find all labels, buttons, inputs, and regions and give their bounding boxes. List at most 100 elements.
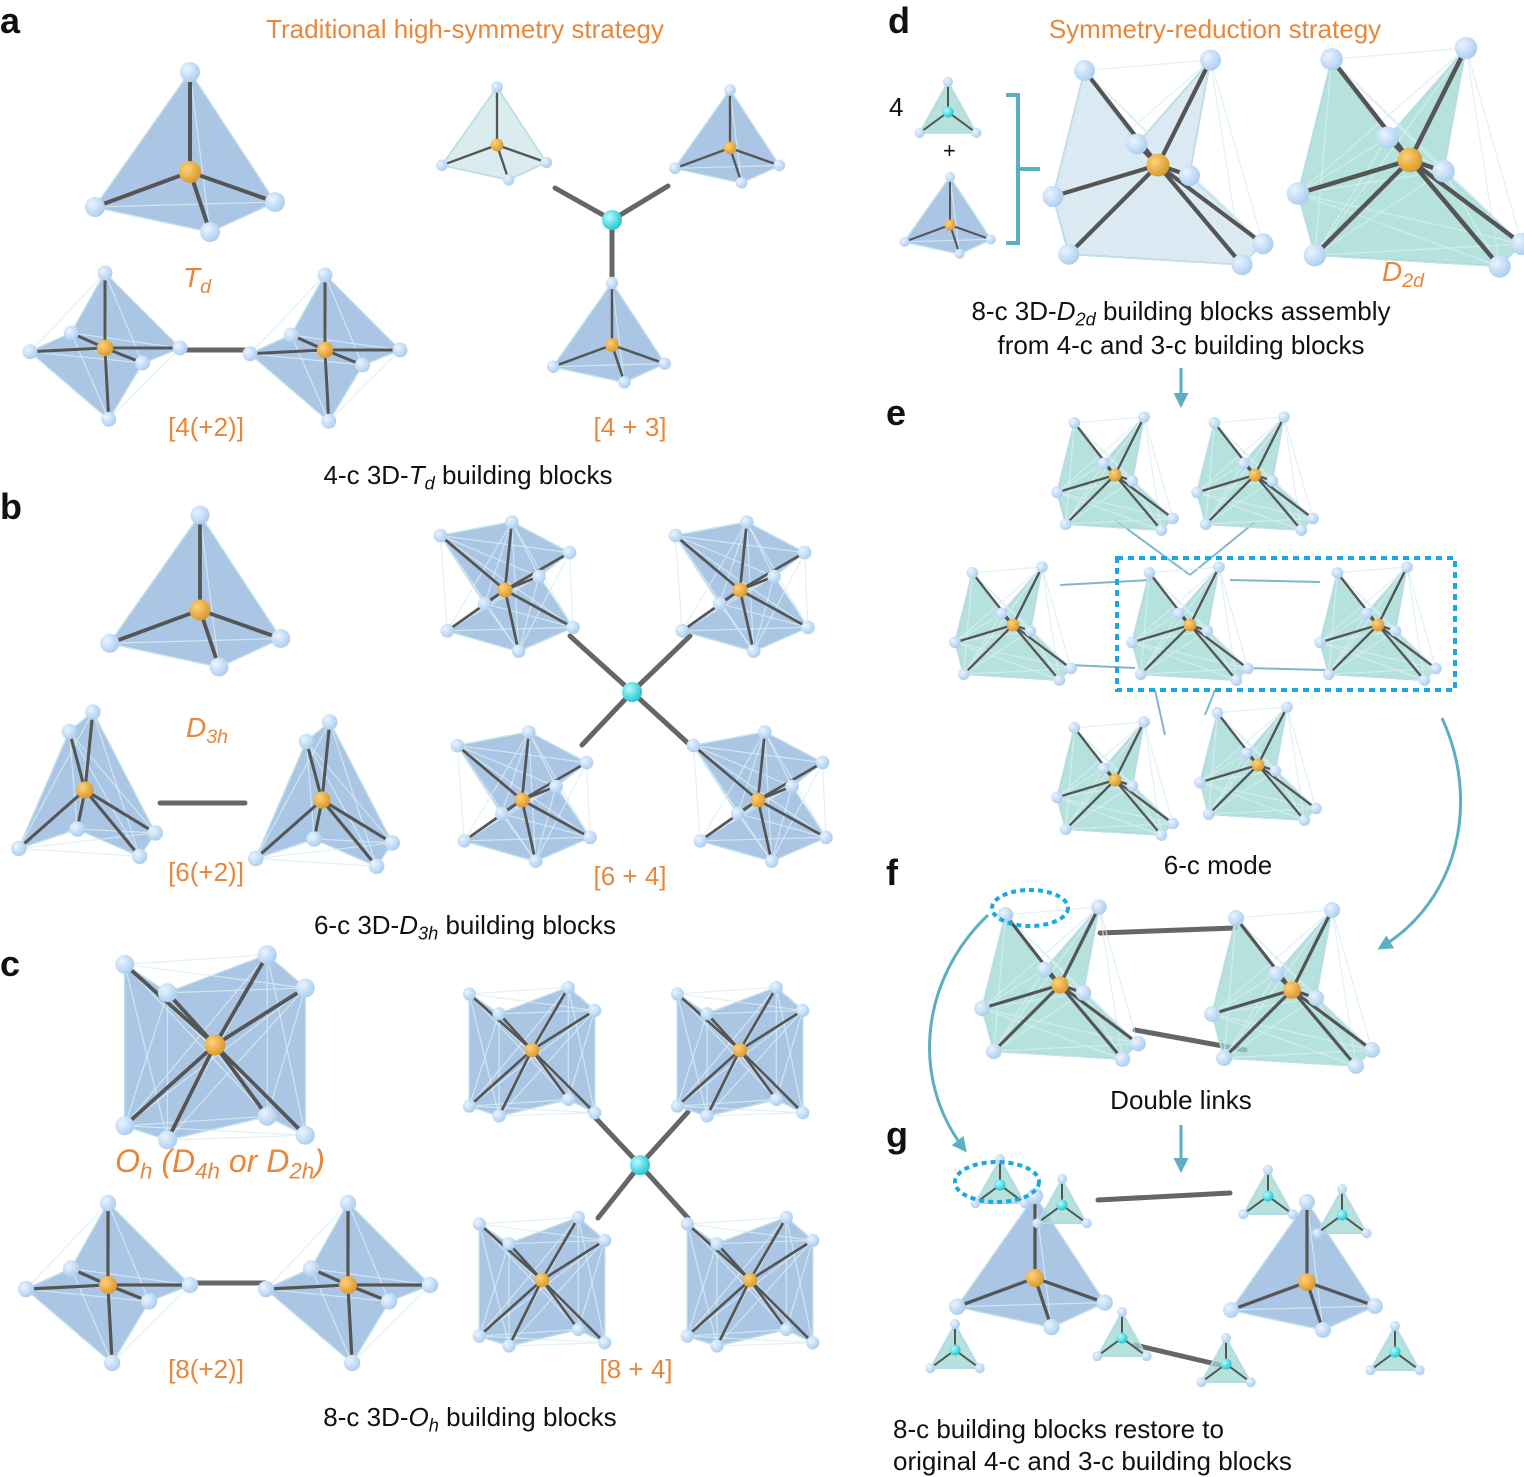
c-84-block-edge	[469, 986, 569, 995]
a-43-block-polyhedron	[551, 281, 666, 383]
a-42-block-edge	[29, 351, 143, 364]
e-block-edge	[1056, 462, 1104, 493]
e-block-edge	[963, 613, 1002, 675]
f-block-edge	[1223, 909, 1333, 1059]
b-64-block-edge	[457, 731, 529, 747]
b-64-block-spoke	[439, 534, 506, 592]
label-6-4: [6 + 4]	[593, 861, 667, 891]
a-43-block-edge	[508, 161, 547, 181]
a-43-block-edge	[624, 363, 665, 383]
e-block-center-atom	[1371, 618, 1385, 632]
e-block-vertex-atom	[1201, 625, 1214, 637]
a-43-block-edge	[552, 366, 625, 383]
e-block-edge	[1196, 491, 1302, 531]
d-assembled-block-vertex-atom	[1042, 186, 1064, 207]
b-64-block-edge	[538, 576, 574, 628]
caption-b: 6-c 3D-D3h building blocks	[313, 910, 617, 944]
d-assembled-block-vertex-atom	[1126, 133, 1148, 155]
b-64-block-vertex-atom	[505, 515, 519, 529]
e-block-vertex-atom	[1024, 625, 1037, 637]
b-d3h-block-polyhedron	[108, 513, 282, 668]
c-84-block-edge	[716, 1342, 813, 1347]
c-84-block-spoke	[478, 1279, 543, 1338]
c-84-block-vertex-atom	[462, 1099, 476, 1113]
g-3c-block-edge	[999, 1158, 1026, 1204]
c-82-block-edge	[265, 1288, 353, 1364]
g-3c-block-vertex-atom	[1337, 1184, 1347, 1194]
e-block-edge	[954, 572, 973, 643]
c-oh-block-vertex-atom	[257, 1106, 277, 1126]
d-assembled-block-edge	[1052, 70, 1086, 197]
f-block-edge	[1098, 906, 1123, 1060]
e-block-spoke	[1199, 763, 1259, 784]
b-64-block-edge	[771, 836, 827, 862]
b-64-block-edge	[463, 785, 557, 842]
b-64-block-edge	[693, 745, 793, 787]
f-block-spoke	[1290, 909, 1334, 991]
a-43-block-edge	[611, 282, 666, 364]
d-assembled-block-edge	[1188, 59, 1212, 176]
c-84-block-edge	[479, 1223, 605, 1241]
f-block-vertex-atom	[1036, 961, 1053, 978]
g-3c-block-vertex-atom	[1312, 1228, 1323, 1239]
e-block-edge	[1065, 416, 1145, 525]
f-block-vertex-atom	[1348, 1058, 1364, 1074]
b-64-block-spoke	[504, 588, 574, 629]
b-64-block-edge	[464, 836, 591, 842]
b-64-block-vertex-atom	[740, 515, 754, 529]
b-64-block-vertex-atom	[532, 569, 546, 584]
g-3c-block-vertex-atom	[1245, 1377, 1256, 1388]
a-td-block-spoke	[94, 170, 191, 209]
g-3c-block-vertex-atom	[1092, 1351, 1103, 1362]
e-block-edge	[1041, 566, 1072, 669]
d-d2d-block-vertex-atom	[1488, 255, 1511, 278]
c-84-block-spoke	[738, 986, 778, 1051]
f-block-spoke	[981, 983, 1061, 1010]
b-62-block-spoke	[84, 788, 157, 835]
f-block-edge	[993, 969, 1045, 1052]
e-block-edge	[1131, 641, 1237, 681]
f-block-center-atom	[1051, 976, 1069, 994]
b-62-block-edge	[305, 741, 393, 844]
d-4c-block-polyhedron	[903, 175, 992, 255]
e-block-edge	[1140, 566, 1220, 675]
f-block-edge	[993, 992, 1084, 1052]
b-64-block-edge	[447, 626, 574, 632]
a-43-block-vertex-atom	[669, 162, 681, 175]
b-64-block-edge	[463, 731, 530, 842]
b-64-block-edge	[518, 552, 571, 652]
plus-sign: +	[943, 138, 956, 163]
d-4c-block-vertex-atom	[899, 236, 910, 247]
e-block-vertex-atom	[1281, 701, 1293, 713]
e-block-edge	[1274, 706, 1288, 771]
c-84-block-edge	[577, 1217, 606, 1343]
e-block-edge	[1337, 566, 1408, 574]
e-block-edge	[1056, 727, 1075, 798]
a-42-block-vertex-atom	[101, 411, 117, 427]
b-62-block-vertex-atom	[69, 821, 85, 837]
d-d2d-block-edge	[1314, 47, 1467, 256]
d-3c-block-spoke	[947, 111, 978, 134]
b-62-block-edge	[255, 721, 331, 859]
c-84-block-spoke	[540, 1216, 580, 1281]
c-84-block-spoke	[541, 1239, 606, 1282]
g-4c-block-center-atom	[1025, 1268, 1045, 1288]
e-block-vertex-atom	[1126, 636, 1138, 649]
e-block-vertex-atom	[1097, 762, 1110, 775]
e-block-edge	[1074, 721, 1145, 729]
c-82-block-spoke	[265, 1283, 349, 1291]
c-84-block-edge	[479, 1328, 579, 1337]
b-64-block-edge	[456, 745, 465, 841]
e-block-edge	[1208, 706, 1288, 815]
d-assembled-block-edge	[1084, 70, 1264, 245]
e-block-edge	[1143, 416, 1174, 519]
g-4c-block-edge	[1306, 1201, 1376, 1307]
a-42-block-center-atom	[316, 341, 334, 359]
b-64-block-vertex-atom	[746, 644, 761, 658]
a-42-block-edge	[29, 351, 110, 420]
a-43-block-edge	[441, 86, 498, 166]
a-42-block-vertex-atom	[317, 267, 333, 283]
g-4c-block-edge	[1034, 1195, 1052, 1328]
c-84-block-vertex-atom	[472, 1217, 486, 1231]
c-82-block-edge	[310, 1202, 349, 1269]
